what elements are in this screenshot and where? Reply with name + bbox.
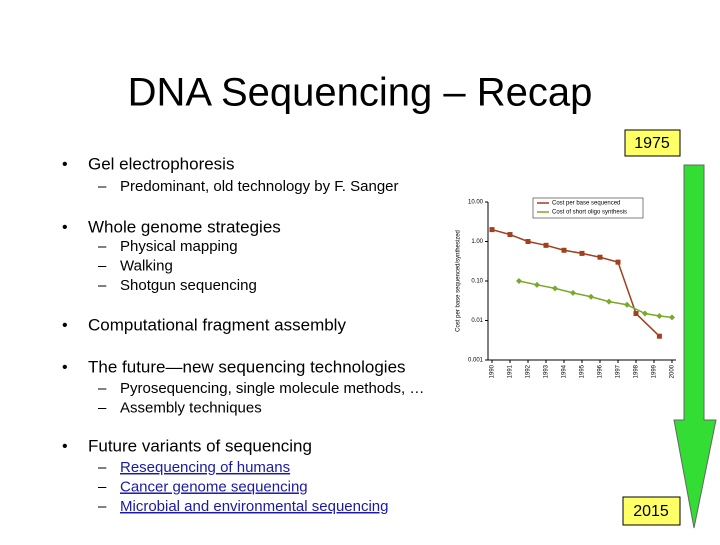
sub-text: Physical mapping xyxy=(120,238,238,255)
point xyxy=(588,293,594,300)
y-tick-label: 0.01 xyxy=(471,318,483,324)
series-line xyxy=(518,280,673,319)
sub-text: Assembly techniques xyxy=(120,399,262,416)
x-tick-label: 1993 xyxy=(544,364,550,378)
x-tick-label: 1997 xyxy=(616,364,622,378)
sub-text: Shotgun sequencing xyxy=(120,277,257,294)
sub-dash: – xyxy=(98,257,107,274)
bullet-text: The future—new sequencing technologies xyxy=(88,357,406,376)
point xyxy=(642,310,648,317)
y-axis-label: Cost per base sequenced/synthesized xyxy=(456,230,462,332)
series-line xyxy=(491,228,660,337)
y-tick-label: 1.00 xyxy=(471,239,483,245)
legend-label: Cost of short oligo synthesis xyxy=(552,210,627,216)
sub-dash: – xyxy=(98,238,107,255)
bullet-dot: • xyxy=(62,219,68,236)
point xyxy=(525,239,531,244)
x-tick-label: 1991 xyxy=(508,364,514,378)
point xyxy=(570,289,576,296)
x-tick-label: 1992 xyxy=(526,364,532,378)
point xyxy=(516,278,522,284)
point xyxy=(656,333,662,339)
legend-label: Cost per base sequenced xyxy=(552,201,620,207)
start-box xyxy=(624,129,681,157)
point xyxy=(633,311,639,317)
point xyxy=(615,259,621,265)
start-year: 1975 xyxy=(634,135,670,152)
sub-dash: – xyxy=(98,178,107,195)
point xyxy=(669,314,675,321)
point xyxy=(489,227,495,233)
bullet-dot: • xyxy=(62,359,68,376)
sub-dash: – xyxy=(98,498,107,515)
point xyxy=(579,250,585,256)
x-tick-label: 1999 xyxy=(652,364,658,378)
point xyxy=(624,301,630,308)
bullet-dot: • xyxy=(62,438,68,455)
point xyxy=(543,242,549,248)
x-tick-label: 1994 xyxy=(562,364,568,378)
sub-dash: – xyxy=(98,478,107,495)
bullet-dot: • xyxy=(62,317,68,334)
end-year: 2015 xyxy=(633,503,669,520)
point xyxy=(597,254,603,260)
sub-text: Walking xyxy=(120,257,173,274)
x-tick-label: 1990 xyxy=(490,364,496,378)
point xyxy=(656,312,663,319)
sub-link[interactable]: Microbial and environmental sequencing xyxy=(120,498,389,515)
sub-dash: – xyxy=(98,277,107,294)
time-arrow xyxy=(673,164,717,529)
sub-link[interactable]: Cancer genome sequencing xyxy=(120,478,308,495)
bullet-dot: • xyxy=(62,156,68,173)
point xyxy=(552,285,558,292)
sub-text: Predominant, old technology by F. Sanger xyxy=(120,178,399,195)
x-tick-label: 1998 xyxy=(634,364,640,378)
point xyxy=(534,281,540,288)
sub-dash: – xyxy=(98,459,107,476)
bullet-text: Whole genome strategies xyxy=(88,217,281,236)
sub-text: Pyrosequencing, single molecule methods,… xyxy=(120,380,424,397)
sub-dash: – xyxy=(98,399,107,416)
x-tick-label: 1995 xyxy=(580,364,586,378)
sub-dash: – xyxy=(98,380,107,397)
slide-title: DNA Sequencing – Recap xyxy=(128,71,593,115)
y-tick-label: 0.10 xyxy=(471,279,483,285)
bullet-text: Gel electrophoresis xyxy=(88,154,234,173)
legend-box xyxy=(532,197,644,219)
x-tick-label: 1996 xyxy=(598,364,604,378)
bullet-text: Computational fragment assembly xyxy=(88,315,346,334)
y-tick-label: 10.00 xyxy=(468,200,484,206)
point xyxy=(507,232,513,238)
sub-link[interactable]: Resequencing of humans xyxy=(120,459,290,476)
point xyxy=(561,247,567,253)
y-tick-label: 0.001 xyxy=(468,358,484,364)
point xyxy=(606,298,612,305)
bullet-text: Future variants of sequencing xyxy=(88,436,312,455)
end-box xyxy=(622,496,681,526)
x-tick-label: 2000 xyxy=(670,364,676,378)
